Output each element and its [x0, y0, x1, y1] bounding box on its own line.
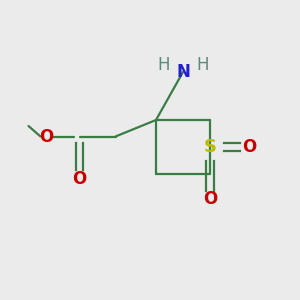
Text: H: H	[196, 56, 209, 74]
Text: S: S	[203, 138, 217, 156]
Text: N: N	[176, 63, 190, 81]
Text: O: O	[203, 190, 217, 208]
Text: O: O	[39, 128, 54, 146]
Text: H: H	[157, 56, 170, 74]
Text: O: O	[72, 169, 87, 188]
Text: O: O	[242, 138, 256, 156]
